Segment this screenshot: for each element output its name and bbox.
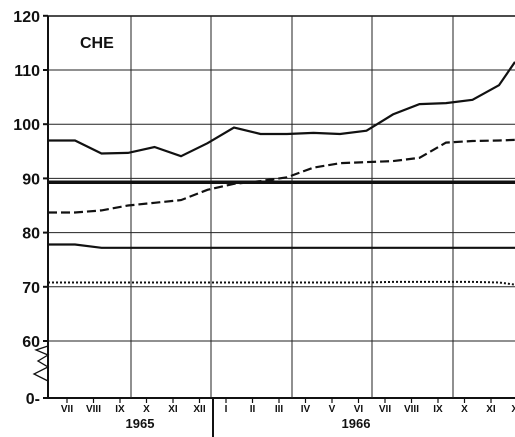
x-tick-label: VII: [379, 404, 391, 415]
y-tick-label: 110: [14, 63, 40, 80]
y-tick-label: 120: [13, 9, 40, 26]
chart-title: CHE: [80, 35, 114, 52]
x-tick-label: X: [143, 404, 150, 415]
series-line-5: [48, 280, 515, 286]
x-tick-label: XI: [168, 404, 178, 415]
x-tick-label: XII: [193, 404, 205, 415]
y-tick-label: 90: [22, 171, 40, 188]
x-tick-label: VIII: [86, 404, 101, 415]
x-tick-label: XI: [486, 404, 496, 415]
x-tick-label: I: [225, 404, 228, 415]
series-line-1: [48, 61, 515, 158]
x-tick-label: VI: [354, 404, 364, 415]
series-line-4: [48, 243, 515, 249]
y-tick-label: 100: [13, 117, 40, 134]
x-tick-label: III: [275, 404, 284, 415]
x-tick-label: IX: [115, 404, 125, 415]
x-tick-label: V: [329, 404, 336, 415]
x-tick-label: VIII: [404, 404, 419, 415]
year-label: 1966: [342, 416, 371, 431]
x-tick-label: VII: [61, 404, 73, 415]
x-tick-label: XII: [511, 404, 515, 415]
y-tick-label: 60: [22, 334, 40, 351]
y-tick-label: 80: [22, 226, 40, 243]
y-tick-label: 70: [22, 280, 40, 297]
x-tick-label: IV: [301, 404, 311, 415]
series-line-2: [48, 138, 515, 214]
x-tick-label: IX: [433, 404, 443, 415]
x-tick-label: II: [250, 404, 256, 415]
year-label: 1965: [126, 416, 155, 431]
x-tick-label: X: [461, 404, 468, 415]
axis-break-mark: [32, 345, 50, 382]
y-tick-label: 0-: [26, 391, 40, 408]
